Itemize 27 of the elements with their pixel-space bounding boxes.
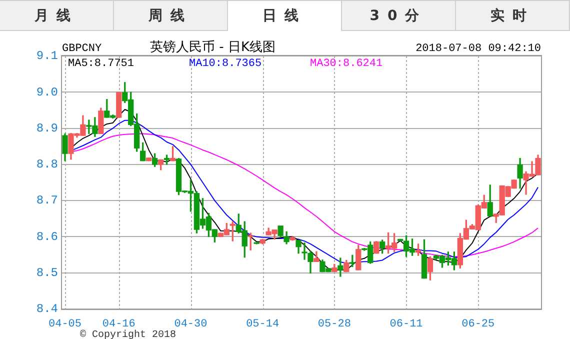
- y-tick-label: 8.6: [36, 230, 58, 244]
- text: 周线: [114, 0, 228, 31]
- text: 日线: [228, 0, 342, 31]
- x-tick-label: 05-28: [318, 318, 351, 331]
- text: MA5:8.7751: [68, 58, 134, 70]
- x-tick-label: 05-14: [246, 318, 280, 331]
- x-tick-label: 06-11: [390, 318, 424, 331]
- x-tick-label: 04-16: [102, 318, 136, 331]
- text: 实时: [456, 0, 570, 31]
- y-tick-label: 9.0: [36, 85, 58, 100]
- text: 月线: [0, 0, 114, 31]
- text: 2018-07-08 09:42:10: [416, 43, 541, 55]
- x-tick-label: 04-05: [48, 318, 82, 331]
- chart-subtitle: GBPCNY: [62, 43, 102, 55]
- y-tick-label: 9.1: [36, 49, 58, 64]
- y-tick-label: 8.4: [36, 302, 58, 316]
- y-tick-label: 8.9: [36, 121, 58, 136]
- text: MA30:8.6241: [310, 58, 384, 70]
- chart-title: 英镑人民币 - 日K线图: [150, 40, 276, 55]
- y-tick-label: 8.8: [36, 158, 58, 172]
- y-tick-label: 8.5: [36, 266, 58, 280]
- text: 30分: [342, 0, 456, 31]
- x-tick-label: 04-30: [174, 318, 208, 331]
- text: © Copyright 2018: [80, 329, 176, 339]
- x-tick-label: 06-25: [462, 318, 495, 331]
- y-tick-label: 8.7: [36, 194, 58, 208]
- text: MA10:8.7365: [189, 58, 262, 70]
